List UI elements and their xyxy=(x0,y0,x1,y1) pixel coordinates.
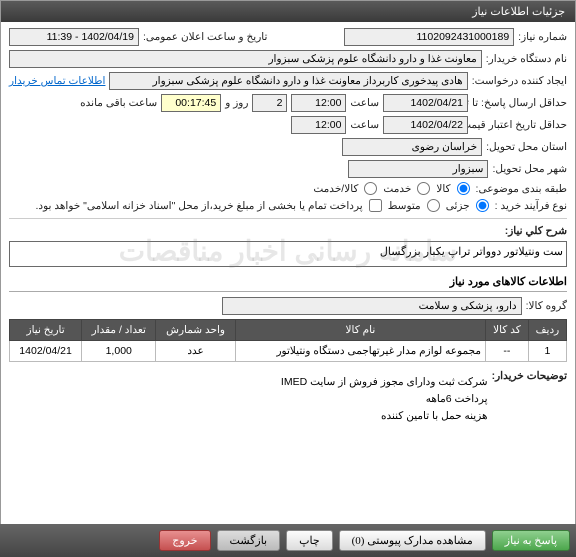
footer-toolbar: پاسخ به نیاز مشاهده مدارک پیوستی (0) چاپ… xyxy=(0,524,576,557)
exit-button[interactable]: خروج xyxy=(159,530,210,551)
window-title: جزئیات اطلاعات نیاز xyxy=(472,6,565,18)
requester-field: هادی پیدخوری کاربرداز معاونت غذا و دارو … xyxy=(109,72,467,90)
reply-button[interactable]: پاسخ به نیاز xyxy=(492,530,570,551)
desc-label: شرح کلي نياز: xyxy=(505,225,567,237)
attachments-button[interactable]: مشاهده مدارک پیوستی (0) xyxy=(339,530,486,551)
proc-medium-radio[interactable] xyxy=(427,199,440,212)
buyer-notes: شرکت ثبت ودارای مجوز فروش از سایت IMED پ… xyxy=(281,370,488,428)
proc-minor-radio[interactable] xyxy=(476,199,489,212)
cell-code: -- xyxy=(485,341,528,362)
form-area: شماره نیاز: 1102092431000189 تاریخ و ساع… xyxy=(1,22,575,438)
requester-label: ایجاد کننده درخواست: xyxy=(472,75,567,87)
announce-label: تاریخ و ساعت اعلان عمومی: xyxy=(143,31,267,43)
cell-name: مجموعه لوازم مدار غیرتهاجمی دستگاه ونتیل… xyxy=(235,341,485,362)
buyer-notes-label: توضیحات خریدار: xyxy=(492,370,567,382)
cell-row: 1 xyxy=(528,341,566,362)
cat-goods-radio[interactable] xyxy=(457,182,470,195)
need-no-field: 1102092431000189 xyxy=(344,28,514,46)
time-left: 00:17:45 xyxy=(161,94,221,112)
time-label-1: ساعت xyxy=(350,97,379,109)
group-label: گروه کالا: xyxy=(526,300,567,312)
th-qty: تعداد / مقدار xyxy=(82,320,156,341)
cat-goods-service-label: کالا/خدمت xyxy=(313,183,358,195)
goods-table: ردیف کد کالا نام کالا واحد شمارش تعداد /… xyxy=(9,319,567,362)
cell-qty: 1,000 xyxy=(82,341,156,362)
cell-unit: عدد xyxy=(156,341,236,362)
cell-date: 1402/04/21 xyxy=(10,341,82,362)
group-field: دارو، پزشکی و سلامت xyxy=(222,297,522,315)
th-row: ردیف xyxy=(528,320,566,341)
cat-service-radio[interactable] xyxy=(417,182,430,195)
city-field: سبزوار xyxy=(348,160,488,178)
deadline-price-label: حداقل تاریخ اعتبار قیمت: تا تاریخ: xyxy=(472,119,567,131)
note-line-2: پرداخت 6ماهه xyxy=(281,391,488,408)
note-line-1: شرکت ثبت ودارای مجوز فروش از سایت IMED xyxy=(281,374,488,391)
cat-goods-label: کالا xyxy=(436,183,450,195)
province-field: خراسان رضوی xyxy=(342,138,482,156)
th-code: کد کالا xyxy=(485,320,528,341)
deadline-send-time: 12:00 xyxy=(291,94,346,112)
buyer-org-label: نام دستگاه خریدار: xyxy=(486,53,567,65)
print-button[interactable]: چاپ xyxy=(286,530,333,551)
separator xyxy=(9,218,567,219)
process-label: نوع فرآیند خرید : xyxy=(495,200,567,212)
day-label: روز و xyxy=(225,97,248,109)
province-label: استان محل تحویل: xyxy=(486,141,567,153)
buyer-org-field: معاونت غذا و دارو دانشگاه علوم پزشکی سبز… xyxy=(9,50,482,68)
deadline-send-date: 1402/04/21 xyxy=(383,94,468,112)
cat-goods-service-radio[interactable] xyxy=(364,182,377,195)
days-left: 2 xyxy=(252,94,287,112)
time-label-2: ساعت xyxy=(350,119,379,131)
window: جزئیات اطلاعات نیاز شماره نیاز: 11020924… xyxy=(0,0,576,557)
note-line-3: هزینه حمل با تامین کننده xyxy=(281,408,488,425)
proc-note: پرداخت تمام یا بخشی از مبلغ خرید،از محل … xyxy=(36,200,363,212)
back-button[interactable]: بازگشت xyxy=(217,530,281,551)
desc-field: ست ونتیلاتور دوواتر تراپ یکبار بزرگسال xyxy=(9,241,567,267)
cat-service-label: خدمت xyxy=(383,183,411,195)
titlebar: جزئیات اطلاعات نیاز xyxy=(1,1,575,22)
deadline-price-time: 12:00 xyxy=(291,116,346,134)
proc-medium-label: متوسط xyxy=(388,200,421,212)
announce-field: 1402/04/19 - 11:39 xyxy=(9,28,139,46)
goods-section-title: اطلاعات کالاهای مورد نیاز xyxy=(9,275,567,292)
deadline-price-date: 1402/04/22 xyxy=(383,116,468,134)
th-name: نام کالا xyxy=(235,320,485,341)
table-row[interactable]: 1 -- مجموعه لوازم مدار غیرتهاجمی دستگاه … xyxy=(10,341,567,362)
th-unit: واحد شمارش xyxy=(156,320,236,341)
city-label: شهر محل تحویل: xyxy=(492,163,567,175)
contact-link[interactable]: اطلاعات تماس خریدار xyxy=(9,75,105,87)
need-no-label: شماره نیاز: xyxy=(518,31,567,43)
proc-minor-label: جزئی xyxy=(446,200,470,212)
proc-treasury-check[interactable] xyxy=(369,199,382,212)
remain-label: ساعت باقی مانده xyxy=(80,97,157,109)
th-date: تاریخ نیاز xyxy=(10,320,82,341)
category-label: طبقه بندی موضوعی: xyxy=(476,183,567,195)
deadline-send-label: حداقل ارسال پاسخ: تا تاریخ: xyxy=(472,97,567,109)
